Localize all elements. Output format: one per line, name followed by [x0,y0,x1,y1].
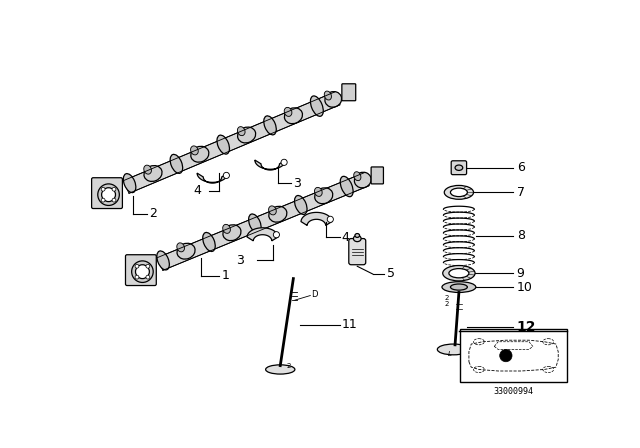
FancyBboxPatch shape [349,238,365,265]
Ellipse shape [177,243,184,252]
Ellipse shape [455,165,463,170]
Text: 2: 2 [444,302,449,307]
Ellipse shape [124,174,136,193]
Circle shape [281,159,287,165]
FancyBboxPatch shape [371,167,383,184]
Bar [460,329,566,382]
Ellipse shape [474,366,484,373]
Text: 3: 3 [236,254,243,267]
Text: L: L [447,351,451,357]
Ellipse shape [355,233,360,237]
Circle shape [112,187,116,191]
Text: 7: 7 [516,186,525,199]
Ellipse shape [157,251,170,270]
Polygon shape [124,92,340,194]
Polygon shape [301,212,332,225]
Ellipse shape [102,188,115,202]
Ellipse shape [354,172,361,181]
Text: 2: 2 [149,207,157,220]
Ellipse shape [294,195,307,215]
Ellipse shape [324,91,332,100]
FancyBboxPatch shape [451,161,467,175]
FancyBboxPatch shape [125,255,156,285]
Ellipse shape [177,243,195,259]
Ellipse shape [284,108,303,124]
Circle shape [146,275,150,279]
Polygon shape [255,160,285,170]
FancyBboxPatch shape [342,84,356,101]
Text: 11: 11 [342,318,358,332]
Ellipse shape [266,365,295,374]
Ellipse shape [449,269,469,278]
Ellipse shape [144,165,152,174]
Circle shape [135,275,139,279]
Polygon shape [157,173,369,271]
Ellipse shape [310,96,323,116]
Ellipse shape [443,266,475,281]
Ellipse shape [132,261,153,282]
Ellipse shape [451,188,467,197]
Text: 12: 12 [516,320,536,334]
Circle shape [327,216,333,222]
Circle shape [223,172,230,178]
Ellipse shape [269,206,287,222]
Ellipse shape [237,127,245,136]
Ellipse shape [315,188,333,204]
Circle shape [273,232,280,238]
Ellipse shape [444,185,474,199]
Circle shape [112,198,116,202]
Circle shape [500,349,512,362]
Text: 2: 2 [287,363,291,369]
Text: 10: 10 [516,280,532,293]
Text: 4: 4 [193,184,201,197]
Polygon shape [247,228,278,241]
Ellipse shape [191,146,209,162]
Ellipse shape [264,116,276,135]
Ellipse shape [340,177,353,197]
Text: 8: 8 [516,229,525,242]
Text: 2: 2 [444,295,449,301]
Ellipse shape [442,282,476,293]
Ellipse shape [355,172,371,188]
Text: 5: 5 [387,267,394,280]
Ellipse shape [237,127,255,143]
Ellipse shape [353,236,361,241]
Text: 4: 4 [342,231,349,244]
Text: 9: 9 [516,267,525,280]
Polygon shape [197,173,228,183]
Text: D: D [311,290,317,299]
Ellipse shape [170,155,182,173]
Ellipse shape [223,225,241,241]
Ellipse shape [191,146,198,155]
Ellipse shape [203,233,215,251]
Ellipse shape [451,284,467,290]
Ellipse shape [543,366,554,373]
FancyBboxPatch shape [92,178,122,208]
Circle shape [101,198,105,202]
Ellipse shape [314,187,322,196]
Ellipse shape [223,224,230,233]
Text: 1: 1 [221,269,230,282]
Text: 33000994: 33000994 [493,387,534,396]
Ellipse shape [284,108,292,116]
Circle shape [101,187,105,191]
Text: 6: 6 [516,161,525,174]
Ellipse shape [136,265,149,279]
Ellipse shape [144,166,162,181]
Ellipse shape [474,339,484,345]
Ellipse shape [248,214,261,233]
Ellipse shape [437,344,470,355]
Text: 3: 3 [293,177,301,190]
Ellipse shape [98,184,119,206]
Ellipse shape [269,206,276,215]
Ellipse shape [325,91,342,107]
Ellipse shape [543,339,554,345]
Ellipse shape [217,135,230,154]
Circle shape [135,264,139,268]
Circle shape [146,264,150,268]
